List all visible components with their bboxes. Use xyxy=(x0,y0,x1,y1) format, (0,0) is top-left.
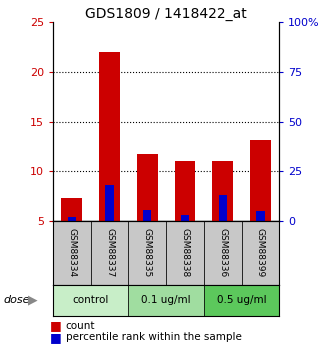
Bar xyxy=(68,217,76,221)
Bar xyxy=(105,185,114,221)
Text: GSM88337: GSM88337 xyxy=(105,228,114,277)
Bar xyxy=(204,221,241,285)
Bar xyxy=(53,285,128,316)
Text: ▶: ▶ xyxy=(28,294,38,307)
Bar xyxy=(166,221,204,285)
Bar xyxy=(143,210,152,221)
Bar xyxy=(181,215,189,221)
Bar xyxy=(204,285,279,316)
Bar xyxy=(256,211,265,221)
Bar xyxy=(241,221,279,285)
Text: control: control xyxy=(73,295,109,305)
Text: 0.1 ug/ml: 0.1 ug/ml xyxy=(141,295,191,305)
Bar xyxy=(219,195,227,221)
Bar xyxy=(128,221,166,285)
Bar xyxy=(128,285,204,316)
Bar xyxy=(137,154,158,221)
Text: count: count xyxy=(66,321,95,331)
Bar xyxy=(61,198,82,221)
Bar xyxy=(212,161,233,221)
Bar xyxy=(53,221,91,285)
Text: percentile rank within the sample: percentile rank within the sample xyxy=(66,333,242,342)
Text: ■: ■ xyxy=(50,319,62,333)
Text: GSM88399: GSM88399 xyxy=(256,228,265,277)
Bar xyxy=(250,140,271,221)
Bar xyxy=(175,161,195,221)
Text: 0.5 ug/ml: 0.5 ug/ml xyxy=(217,295,266,305)
Bar xyxy=(99,52,120,221)
Text: ■: ■ xyxy=(50,331,62,344)
Text: dose: dose xyxy=(3,295,30,305)
Text: GSM88334: GSM88334 xyxy=(67,228,76,277)
Title: GDS1809 / 1418422_at: GDS1809 / 1418422_at xyxy=(85,7,247,21)
Bar xyxy=(91,221,128,285)
Text: GSM88336: GSM88336 xyxy=(218,228,227,277)
Text: GSM88338: GSM88338 xyxy=(180,228,189,277)
Text: GSM88335: GSM88335 xyxy=(143,228,152,277)
